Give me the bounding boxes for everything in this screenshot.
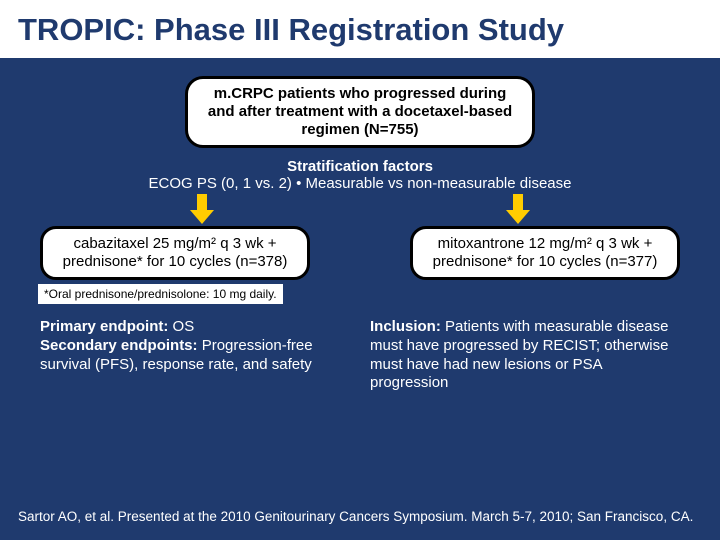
slide: TROPIC: Phase III Registration Study m.C… (0, 0, 720, 540)
population-box: m.CRPC patients who progressed during an… (185, 76, 535, 148)
arm-right-box: mitoxantrone 12 mg/m² q 3 wk + prednison… (410, 226, 680, 280)
slide-title: TROPIC: Phase III Registration Study (18, 12, 702, 48)
citation: Sartor AO, et al. Presented at the 2010 … (18, 509, 702, 526)
secondary-endpoints-label: Secondary endpoints: (40, 337, 198, 354)
footnote-box: *Oral prednisone/prednisolone: 10 mg dai… (38, 284, 283, 304)
primary-endpoint-value: OS (168, 318, 194, 335)
stratification-line: ECOG PS (0, 1 vs. 2) • Measurable vs non… (40, 175, 680, 192)
endpoints-right: Inclusion: Patients with measurable dise… (370, 318, 680, 393)
endpoints-left: Primary endpoint: OS Secondary endpoints… (40, 318, 350, 393)
arrow-left-icon (190, 194, 214, 224)
arrow-right-icon (506, 194, 530, 224)
title-band: TROPIC: Phase III Registration Study (0, 0, 720, 58)
endpoints-row: Primary endpoint: OS Secondary endpoints… (40, 318, 680, 393)
arrows-row (40, 192, 680, 226)
inclusion-label: Inclusion: (370, 318, 441, 335)
stratification-block: Stratification factors ECOG PS (0, 1 vs.… (40, 158, 680, 192)
arms-row: cabazitaxel 25 mg/m² q 3 wk + prednisone… (40, 226, 680, 280)
stratification-heading: Stratification factors (40, 158, 680, 175)
content-area: m.CRPC patients who progressed during an… (0, 58, 720, 393)
primary-endpoint-label: Primary endpoint: (40, 318, 168, 335)
arm-left-box: cabazitaxel 25 mg/m² q 3 wk + prednisone… (40, 226, 310, 280)
